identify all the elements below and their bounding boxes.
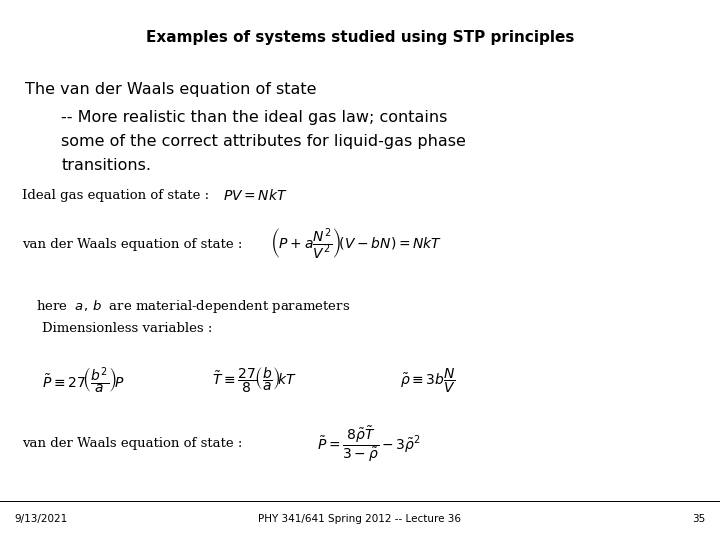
- Text: $\tilde{P} = \dfrac{8\tilde{\rho}\tilde{T}}{3-\tilde{\rho}} - 3\tilde{\rho}^2$: $\tilde{P} = \dfrac{8\tilde{\rho}\tilde{…: [317, 424, 420, 464]
- Text: -- More realistic than the ideal gas law; contains: -- More realistic than the ideal gas law…: [61, 110, 448, 125]
- Text: transitions.: transitions.: [61, 158, 151, 173]
- Text: van der Waals equation of state :: van der Waals equation of state :: [22, 238, 242, 251]
- Text: The van der Waals equation of state: The van der Waals equation of state: [25, 82, 317, 97]
- Text: PHY 341/641 Spring 2012 -- Lecture 36: PHY 341/641 Spring 2012 -- Lecture 36: [258, 515, 462, 524]
- Text: $\tilde{P} \equiv 27\!\left(\dfrac{b^2}{a}\right)\!P$: $\tilde{P} \equiv 27\!\left(\dfrac{b^2}{…: [42, 365, 125, 396]
- Text: $\tilde{T} \equiv \dfrac{27}{8}\!\left(\dfrac{b}{a}\right)\!kT$: $\tilde{T} \equiv \dfrac{27}{8}\!\left(\…: [212, 366, 297, 395]
- Text: 9/13/2021: 9/13/2021: [14, 515, 68, 524]
- Text: some of the correct attributes for liquid-gas phase: some of the correct attributes for liqui…: [61, 134, 466, 149]
- Text: Examples of systems studied using STP principles: Examples of systems studied using STP pr…: [146, 30, 574, 45]
- Text: $\left(P + a\dfrac{N^2}{V^2}\right)\!\left(V - bN\right) = NkT$: $\left(P + a\dfrac{N^2}{V^2}\right)\!\le…: [270, 227, 442, 261]
- Text: $PV = NkT$: $PV = NkT$: [223, 188, 288, 203]
- Text: Ideal gas equation of state :: Ideal gas equation of state :: [22, 189, 209, 202]
- Text: Dimensionless variables :: Dimensionless variables :: [42, 322, 212, 335]
- Text: here  $a,\, b$  are material-dependent parameters: here $a,\, b$ are material-dependent par…: [36, 298, 350, 315]
- Text: $\tilde{\rho} \equiv 3b\dfrac{N}{V}$: $\tilde{\rho} \equiv 3b\dfrac{N}{V}$: [400, 367, 456, 395]
- Text: 35: 35: [693, 515, 706, 524]
- Text: van der Waals equation of state :: van der Waals equation of state :: [22, 437, 242, 450]
